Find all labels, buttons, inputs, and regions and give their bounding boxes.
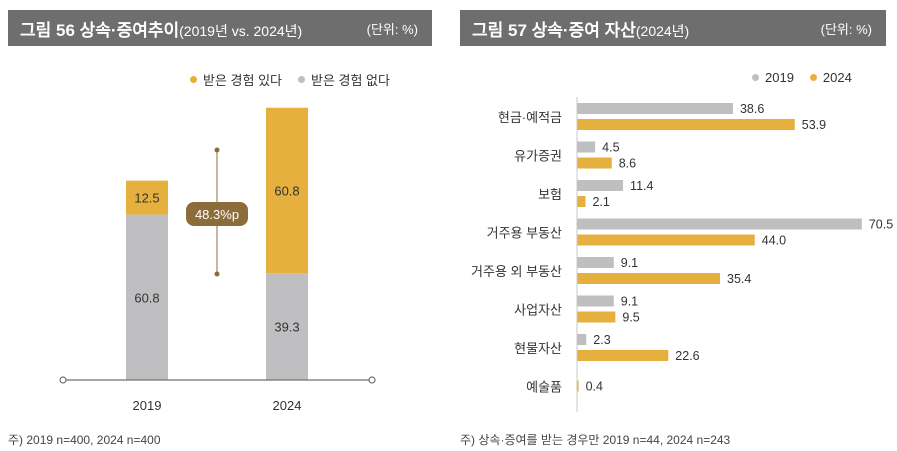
bar-2019-cat-3 xyxy=(577,218,862,230)
bar-2019-cat-5 xyxy=(577,295,614,307)
data-label-2019-cat-0: 38.6 xyxy=(740,102,764,116)
bar-2019-cat-2 xyxy=(577,180,624,191)
bar-2024-cat-6 xyxy=(577,350,669,361)
figure-56-unit: (단위: %) xyxy=(366,21,418,37)
data-label-2024-cat-6: 22.6 xyxy=(675,349,699,363)
figure-56-note: 주) 2019 n=400, 2024 n=400 xyxy=(8,433,161,447)
data-label-2019-cat-4: 9.1 xyxy=(621,256,638,270)
figure-56-header: 그림 56 상속·증여추이(2019년 vs. 2024년) (단위: %) xyxy=(8,10,432,46)
bar-2019-cat-4 xyxy=(577,257,614,268)
bar-2019-cat-6 xyxy=(577,334,587,345)
x-tick-label-2019: 2019 xyxy=(133,398,162,413)
figure-57-note: 주) 상속·증여를 받는 경우만 2019 n=44, 2024 n=243 xyxy=(460,433,731,447)
bar-2019-received xyxy=(126,180,168,215)
legend-label-2024: 2024 xyxy=(822,70,852,85)
figure-56-title-main: 그림 56 상속·증여추이 xyxy=(20,20,180,40)
bar-2024-not-received xyxy=(266,273,308,380)
legend-item-not-received: 받은 경험 없다 xyxy=(297,70,390,89)
category-label-cat-3: 거주용 부동산 xyxy=(487,226,562,241)
figure-57-title: 그림 57 상속·증여 자산(2024년) xyxy=(472,16,689,41)
data-label-2019-cat-1: 4.5 xyxy=(602,141,619,155)
x-tick-label-2024: 2024 xyxy=(273,398,302,413)
category-label-cat-0: 현금·예적금 xyxy=(498,110,562,125)
figure-57-title-sub: (2024년) xyxy=(635,22,690,39)
figure-57-header: 그림 57 상속·증여 자산(2024년) (단위: %) xyxy=(460,10,886,46)
data-label-2019-cat-6: 2.3 xyxy=(593,333,610,347)
bar-2024-received xyxy=(266,107,308,274)
axis-left-end-icon xyxy=(59,376,67,384)
category-label-cat-6: 현물자산 xyxy=(514,341,562,356)
data-label-2019-cat-5: 9.1 xyxy=(621,295,638,309)
bar-2024-cat-5 xyxy=(577,311,616,323)
data-label-2019-cat-2: 11.4 xyxy=(630,179,653,193)
data-label-2019-received: 12.5 xyxy=(134,191,159,206)
bar-2019-cat-1 xyxy=(577,141,596,153)
bar-2024-cat-1 xyxy=(577,157,612,169)
data-label-2024-cat-2: 2.1 xyxy=(592,195,609,209)
data-label-2019-cat-3: 70.5 xyxy=(869,218,893,232)
axis-right-end-icon xyxy=(368,376,376,384)
figure-56-legend: 받은 경험 있다 받은 경험 없다 xyxy=(190,70,390,89)
data-label-2024-cat-1: 8.6 xyxy=(619,157,636,171)
legend-gold-dot-icon xyxy=(190,76,197,83)
legend-label-not-received: 받은 경험 없다 xyxy=(310,73,390,88)
legend-item-received: 받은 경험 있다 xyxy=(190,70,282,89)
figure-57-unit: (단위: %) xyxy=(820,21,872,37)
bar-2024-cat-3 xyxy=(577,234,755,246)
bar-2024-cat-2 xyxy=(577,196,586,207)
data-label-2024-received: 60.8 xyxy=(274,183,299,198)
figure-57-title-main: 그림 57 상속·증여 자산 xyxy=(472,20,636,40)
annotation-label: 48.3%p xyxy=(195,207,239,222)
legend-label-2019: 2019 xyxy=(765,70,794,85)
category-label-cat-5: 사업자산 xyxy=(514,303,562,318)
figure-56-title-sub: (2019년 vs. 2024년) xyxy=(179,22,303,39)
bar-2019-cat-0 xyxy=(577,103,733,114)
legend-item-2024: 2024 xyxy=(809,70,852,85)
legend-label-received: 받은 경험 있다 xyxy=(203,73,282,88)
category-label-cat-1: 유가증권 xyxy=(514,149,562,164)
data-label-2024-cat-3: 44.0 xyxy=(762,234,786,248)
category-label-cat-4: 거주용 외 부동산 xyxy=(471,264,562,279)
data-label-2024-cat-4: 35.4 xyxy=(727,272,751,286)
data-label-2024-cat-0: 53.9 xyxy=(802,118,826,132)
legend-gray-dot-icon xyxy=(752,74,759,81)
bar-2024-cat-7 xyxy=(577,380,579,392)
bar-2019-not-received xyxy=(126,214,168,380)
bar-2024-cat-4 xyxy=(577,273,721,284)
bar-2024-cat-0 xyxy=(577,119,795,130)
data-label-2019-not-received: 60.8 xyxy=(134,290,159,305)
data-label-2024-not-received: 39.3 xyxy=(274,320,299,335)
legend-gray-dot-icon xyxy=(297,76,305,83)
annotation-badge xyxy=(186,202,248,226)
annotation-top-dot-icon xyxy=(214,147,220,153)
data-label-2024-cat-7: 0.4 xyxy=(586,380,603,394)
category-label-cat-2: 보험 xyxy=(538,187,562,202)
legend-item-2019: 2019 xyxy=(752,70,794,85)
data-label-2024-cat-5: 9.5 xyxy=(622,311,639,325)
figure-57-legend: 2019 2024 xyxy=(752,70,852,85)
figure-56-title: 그림 56 상속·증여추이(2019년 vs. 2024년) xyxy=(20,16,302,41)
category-label-cat-7: 예술품 xyxy=(526,380,562,395)
annotation-bottom-dot-icon xyxy=(214,271,220,277)
legend-gold-dot-icon xyxy=(809,74,817,81)
